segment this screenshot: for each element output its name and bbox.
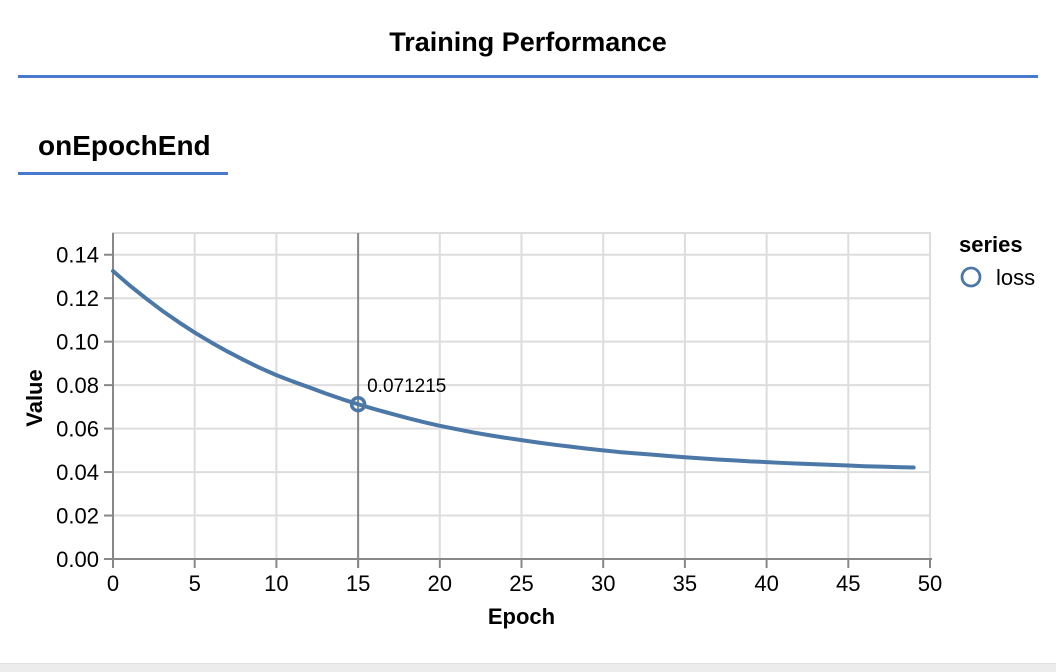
y-tick-label: 0.02 bbox=[56, 504, 99, 529]
x-axis-title: Epoch bbox=[488, 604, 555, 629]
y-tick-label: 0.12 bbox=[56, 286, 99, 311]
x-tick-label: 15 bbox=[346, 571, 370, 596]
y-axis-title: Value bbox=[22, 369, 47, 426]
y-tick-label: 0.14 bbox=[56, 243, 99, 268]
x-tick-label: 40 bbox=[754, 571, 778, 596]
x-tick-label: 0 bbox=[107, 571, 119, 596]
loss-line bbox=[111, 269, 916, 470]
point-value-label: 0.071215 bbox=[367, 376, 446, 397]
legend-marker-circle[interactable] bbox=[960, 266, 982, 288]
x-tick-label: 50 bbox=[918, 571, 942, 596]
section-divider bbox=[18, 172, 228, 175]
x-tick-label: 35 bbox=[673, 571, 697, 596]
x-tick-label: 30 bbox=[591, 571, 615, 596]
x-tick-label: 45 bbox=[836, 571, 860, 596]
y-tick-label: 0.08 bbox=[56, 373, 99, 398]
legend-title: series bbox=[959, 232, 1023, 257]
y-tick-label: 0.04 bbox=[56, 460, 99, 485]
x-tick-label: 20 bbox=[428, 571, 452, 596]
title-divider bbox=[18, 75, 1038, 78]
section-heading: onEpochEnd bbox=[38, 130, 211, 161]
legend-item-label[interactable]: loss bbox=[996, 265, 1035, 290]
legend: series loss bbox=[959, 232, 1035, 290]
y-tick-label: 0.10 bbox=[56, 330, 99, 355]
plot-area[interactable] bbox=[113, 233, 930, 559]
y-tick-label: 0.00 bbox=[56, 547, 99, 572]
x-tick-label: 10 bbox=[264, 571, 288, 596]
highlighted-point[interactable] bbox=[349, 395, 367, 413]
y-tick-label: 0.06 bbox=[56, 417, 99, 442]
bottom-scroll-strip bbox=[0, 663, 1056, 672]
x-tick-label: 5 bbox=[189, 571, 201, 596]
x-tick-label: 25 bbox=[509, 571, 533, 596]
page-title: Training Performance bbox=[389, 27, 667, 57]
